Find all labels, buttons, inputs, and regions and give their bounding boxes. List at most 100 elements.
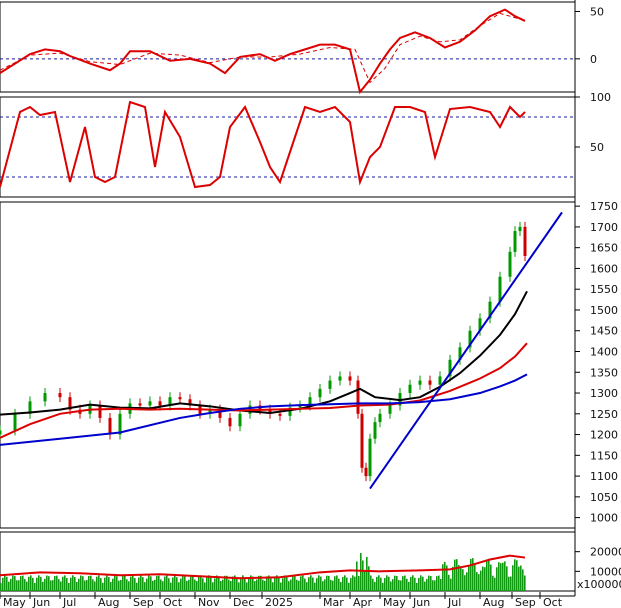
candle-body	[43, 393, 47, 402]
volume-bar	[8, 581, 10, 591]
volume-bar	[456, 559, 458, 591]
volume-bar	[76, 581, 78, 591]
y-tick-label-price-1: 1050	[590, 491, 618, 504]
volume-bar	[282, 578, 284, 591]
series-line-oscillator-middle-0	[0, 100, 526, 189]
volume-bar	[122, 575, 124, 591]
volume-bar	[52, 580, 54, 591]
volume-bar	[330, 579, 332, 591]
x-tick-label-15: Sep	[515, 596, 536, 608]
volume-bar	[390, 581, 392, 591]
volume-bar	[374, 581, 376, 591]
volume-bar	[66, 577, 68, 591]
volume-bar	[514, 559, 516, 591]
y-tick-label-volume-1: 20000	[590, 546, 621, 559]
volume-bar	[240, 577, 242, 591]
volume-bar	[468, 566, 470, 591]
volume-bar	[336, 575, 338, 591]
series-line-price-0	[0, 290, 528, 416]
volume-bar	[142, 577, 144, 591]
volume-bar	[520, 565, 522, 591]
candle-body	[13, 413, 17, 431]
candle-body	[58, 393, 62, 398]
volume-bar	[96, 576, 98, 591]
volume-bar	[294, 575, 296, 591]
volume-bar	[422, 576, 424, 591]
volume-bar	[426, 579, 428, 591]
volume-bar	[382, 582, 384, 591]
volume-bar	[388, 576, 390, 591]
y-tick-label-price-9: 1450	[590, 325, 618, 338]
volume-bar	[164, 576, 166, 591]
volume-bar	[438, 575, 440, 591]
volume-bar	[340, 582, 342, 591]
volume-bar	[316, 578, 318, 591]
x-tick-label-10: Apr	[353, 596, 373, 608]
candle-body	[478, 318, 482, 331]
y-tick-label-price-15: 1750	[590, 200, 618, 213]
volume-bar	[260, 575, 262, 591]
series-line-price-3	[369, 211, 563, 490]
candle-body	[208, 409, 212, 414]
volume-bar	[252, 576, 254, 591]
volume-bar	[44, 578, 46, 591]
volume-bar	[524, 575, 526, 591]
volume-bar	[434, 580, 436, 591]
volume-bar	[20, 576, 22, 591]
volume-bar	[516, 560, 518, 591]
volume-bar	[74, 576, 76, 591]
volume-bar	[196, 581, 198, 591]
candle-body	[338, 376, 342, 381]
volume-bar	[86, 580, 88, 591]
volume-bar	[482, 566, 484, 591]
candle-body	[513, 231, 517, 252]
candle-body	[356, 380, 360, 414]
volume-bar	[136, 582, 138, 591]
volume-bar	[162, 581, 164, 591]
volume-bar	[84, 580, 86, 591]
x-tick-label-14: Aug	[483, 596, 504, 608]
volume-bar	[490, 564, 492, 591]
y-tick-label-oscillator-middle-1: 100	[590, 91, 611, 104]
volume-bar	[308, 577, 310, 591]
volume-bar	[32, 577, 34, 591]
volume-bar	[440, 578, 442, 591]
series-line-oscillator-top-1	[0, 12, 521, 84]
volume-bar	[432, 580, 434, 591]
volume-bar	[30, 575, 32, 591]
x-tick-label-16: Oct	[543, 596, 563, 608]
volume-bar	[202, 578, 204, 591]
volume-bar	[284, 575, 286, 591]
y-tick-label-price-6: 1300	[590, 387, 618, 400]
volume-bar	[368, 566, 370, 591]
y-tick-label-price-3: 1150	[590, 449, 618, 462]
panel-frame-price	[0, 201, 576, 529]
volume-bar	[428, 575, 430, 591]
volume-bar	[270, 578, 272, 591]
panel-frame-oscillator-top	[0, 1, 576, 93]
y-tick-label-price-2: 1100	[590, 470, 618, 483]
volume-bar	[146, 578, 148, 591]
volume-bar	[502, 562, 504, 591]
volume-bar	[442, 564, 444, 591]
volume-bar	[254, 581, 256, 591]
volume-bar	[512, 565, 514, 591]
volume-bar	[144, 582, 146, 591]
candle-body	[168, 397, 172, 406]
volume-bar	[444, 561, 446, 591]
x-tick-label-3: Aug	[98, 596, 119, 608]
volume-bar	[232, 576, 234, 591]
volume-bar	[152, 580, 154, 591]
y-tick-label-oscillator-top-1: 50	[590, 5, 604, 18]
volume-bar	[314, 582, 316, 591]
volume-bar	[168, 578, 170, 591]
volume-bar	[342, 577, 344, 591]
volume-bar	[60, 581, 62, 591]
volume-bar	[400, 580, 402, 591]
volume-bar	[286, 576, 288, 591]
volume-bar	[70, 577, 72, 591]
volume-bar	[370, 575, 372, 591]
volume-bar	[392, 579, 394, 591]
volume-bar	[492, 575, 494, 591]
